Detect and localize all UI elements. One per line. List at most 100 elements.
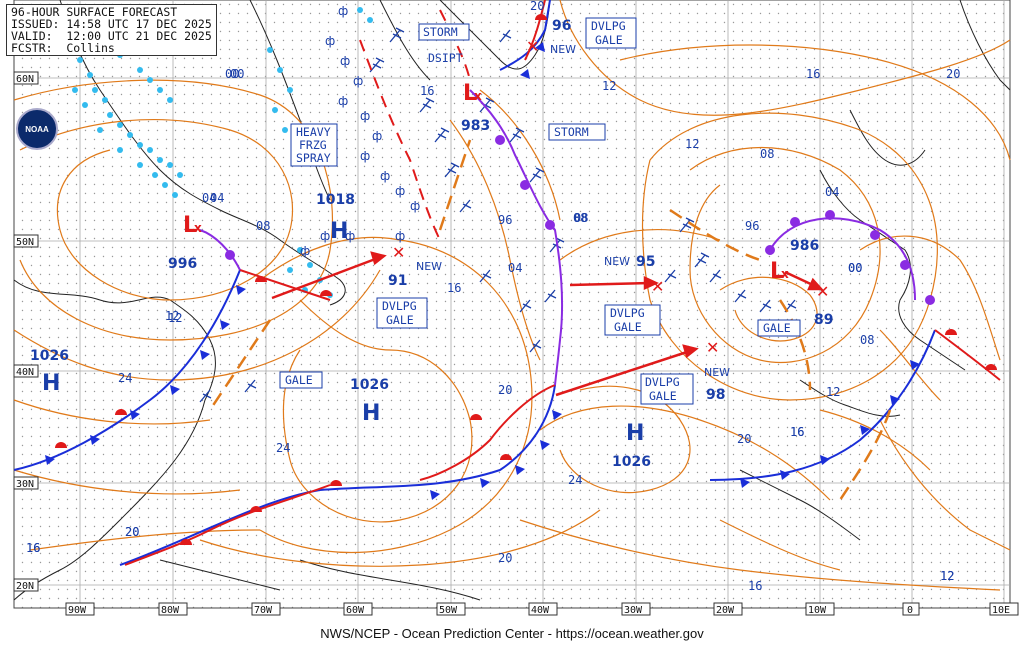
svg-text:DVLPG: DVLPG bbox=[645, 375, 680, 389]
svg-text:96: 96 bbox=[498, 213, 512, 227]
svg-text:20: 20 bbox=[946, 67, 960, 81]
warning-labels: STORM DSIPT STORM DVLPG GALE HEAVY FRZG … bbox=[279, 17, 801, 405]
svg-text:20W: 20W bbox=[716, 605, 735, 616]
svg-text:95: 95 bbox=[636, 254, 655, 270]
svg-text:GALE: GALE bbox=[614, 320, 642, 334]
svg-text:08: 08 bbox=[256, 219, 270, 233]
lat-lon-grid bbox=[14, 0, 1010, 608]
svg-text:ф: ф bbox=[300, 244, 310, 258]
svg-text:16: 16 bbox=[790, 425, 804, 439]
svg-text:20: 20 bbox=[530, 0, 544, 13]
occluded-front-north bbox=[469, 89, 564, 386]
svg-text:04: 04 bbox=[202, 191, 216, 205]
svg-text:DSIPT: DSIPT bbox=[428, 51, 463, 65]
svg-text:00: 00 bbox=[848, 261, 862, 275]
svg-text:✕: ✕ bbox=[392, 243, 405, 262]
svg-text:91: 91 bbox=[388, 273, 407, 289]
svg-text:04: 04 bbox=[825, 185, 839, 199]
svg-text:x: x bbox=[781, 267, 789, 281]
svg-text:DVLPG: DVLPG bbox=[610, 306, 645, 320]
svg-text:STORM: STORM bbox=[423, 25, 458, 39]
svg-text:04: 04 bbox=[508, 261, 522, 275]
svg-text:50N: 50N bbox=[16, 237, 34, 248]
svg-text:08: 08 bbox=[860, 333, 874, 347]
svg-text:60N: 60N bbox=[16, 74, 34, 85]
svg-text:16: 16 bbox=[420, 84, 434, 98]
svg-text:✕: ✕ bbox=[651, 277, 664, 296]
svg-text:NEW: NEW bbox=[416, 260, 442, 273]
svg-text:1026: 1026 bbox=[612, 454, 651, 470]
svg-text:ф: ф bbox=[372, 129, 382, 143]
svg-text:GALE: GALE bbox=[649, 389, 677, 403]
isobars bbox=[13, 0, 1011, 591]
svg-text:20: 20 bbox=[498, 383, 512, 397]
lon-labels: 90W 80W 70W 60W 50W 40W 30W 20W 10W 0 10… bbox=[65, 602, 1019, 616]
svg-text:08: 08 bbox=[574, 211, 588, 225]
svg-text:GALE: GALE bbox=[285, 373, 313, 387]
freezing-spray-symbols: ффф ффф ффф ффф ффф bbox=[300, 4, 420, 258]
warm-front-east bbox=[934, 329, 1001, 381]
svg-text:986: 986 bbox=[790, 238, 819, 254]
svg-text:ф: ф bbox=[338, 94, 348, 108]
svg-text:80W: 80W bbox=[161, 605, 180, 616]
svg-text:24: 24 bbox=[568, 473, 582, 487]
warm-front-central bbox=[124, 384, 556, 566]
svg-text:00: 00 bbox=[225, 67, 239, 81]
svg-text:20N: 20N bbox=[16, 581, 34, 592]
svg-text:16: 16 bbox=[447, 281, 461, 295]
svg-text:00: 00 bbox=[230, 67, 244, 81]
svg-text:30N: 30N bbox=[16, 479, 34, 490]
svg-text:16: 16 bbox=[26, 541, 40, 555]
svg-text:L: L bbox=[183, 213, 197, 238]
svg-text:1026: 1026 bbox=[350, 377, 389, 393]
svg-text:983: 983 bbox=[461, 118, 490, 134]
svg-text:12: 12 bbox=[826, 385, 840, 399]
svg-text:NEW: NEW bbox=[704, 366, 730, 379]
svg-text:90W: 90W bbox=[68, 605, 87, 616]
svg-text:ф: ф bbox=[360, 149, 370, 163]
noaa-logo: NOAA bbox=[16, 108, 58, 150]
svg-text:NEW: NEW bbox=[550, 43, 576, 56]
svg-text:96: 96 bbox=[745, 219, 759, 233]
svg-text:70W: 70W bbox=[254, 605, 273, 616]
svg-text:1018: 1018 bbox=[316, 192, 355, 208]
svg-text:x: x bbox=[474, 89, 482, 103]
svg-text:SPRAY: SPRAY bbox=[296, 151, 331, 165]
wind-barbs bbox=[199, 27, 797, 403]
svg-text:20: 20 bbox=[125, 525, 139, 539]
svg-text:96: 96 bbox=[552, 18, 571, 34]
svg-text:✕: ✕ bbox=[706, 338, 719, 357]
svg-text:12: 12 bbox=[165, 309, 179, 323]
svg-text:L: L bbox=[463, 81, 477, 106]
svg-text:ф: ф bbox=[380, 169, 390, 183]
svg-text:L: L bbox=[770, 259, 784, 284]
occluded-front-east bbox=[769, 217, 916, 301]
svg-text:60W: 60W bbox=[346, 605, 365, 616]
noaa-logo-text: NOAA bbox=[25, 124, 49, 134]
svg-text:16: 16 bbox=[26, 541, 40, 555]
svg-text:10E: 10E bbox=[992, 605, 1010, 616]
svg-text:ф: ф bbox=[325, 34, 335, 48]
svg-text:50W: 50W bbox=[439, 605, 458, 616]
svg-text:04: 04 bbox=[210, 191, 224, 205]
svg-text:DVLPG: DVLPG bbox=[382, 299, 417, 313]
new-lows: ✕ NEW 91 ✕ NEW 95 ✕ NEW 98 ✕ 89 ✕ NEW 96 bbox=[388, 18, 833, 403]
svg-text:89: 89 bbox=[814, 312, 833, 328]
svg-text:GALE: GALE bbox=[595, 33, 623, 47]
svg-text:12: 12 bbox=[602, 79, 616, 93]
svg-text:ф: ф bbox=[353, 74, 363, 88]
warm-front-west bbox=[239, 269, 331, 301]
svg-text:16: 16 bbox=[790, 425, 804, 439]
svg-text:ф: ф bbox=[410, 199, 420, 213]
svg-text:✕: ✕ bbox=[816, 282, 829, 301]
header-title: 96-HOUR SURFACE FORECAST bbox=[11, 5, 178, 19]
coastlines bbox=[13, 0, 1011, 601]
svg-text:HEAVY: HEAVY bbox=[296, 125, 331, 139]
svg-text:ф: ф bbox=[395, 229, 405, 243]
svg-text:24: 24 bbox=[118, 371, 132, 385]
svg-text:ф: ф bbox=[360, 109, 370, 123]
occluded-front-west bbox=[199, 229, 241, 271]
svg-text:1026: 1026 bbox=[30, 348, 69, 364]
svg-text:ф: ф bbox=[338, 4, 348, 18]
